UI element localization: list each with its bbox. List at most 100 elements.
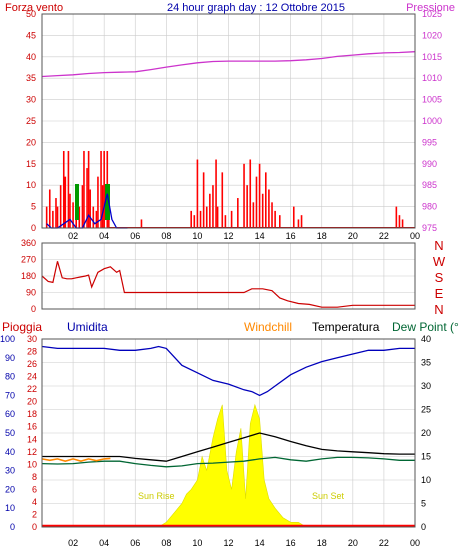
dewpoint-series	[41, 456, 415, 468]
wind-tick-label: 5	[31, 202, 36, 212]
wind-tick-label: 20	[26, 137, 36, 147]
humidity-tick-label: 80	[5, 372, 15, 382]
bottom-plot-frame	[41, 338, 416, 528]
wind-tick-label: 0	[31, 223, 36, 233]
pressure-tick-label: 1005	[422, 95, 442, 105]
wind-tick-label: 40	[26, 52, 36, 62]
direction-ticks: 0 90 180 270 360	[21, 238, 36, 314]
hour-tick-label: 00	[410, 538, 420, 548]
pressure-tick-label: 995	[422, 137, 437, 147]
solar-area	[158, 403, 314, 528]
temperature-line	[42, 432, 415, 462]
green-marker-bar	[75, 184, 79, 220]
humidity-series	[41, 345, 415, 397]
hour-tick-label: 10	[192, 538, 202, 548]
hour-tick-label: 04	[99, 231, 109, 241]
hour-tick-label: 22	[379, 538, 389, 548]
rain-tick-label: 0	[32, 522, 37, 532]
rain-tick-label: 18	[27, 409, 37, 419]
hour-tick-label: 00	[410, 231, 420, 241]
wind-tick-label: 10	[26, 180, 36, 190]
pressure-line	[41, 51, 416, 78]
rain-tick-label: 8	[32, 472, 37, 482]
dewpoint-line	[41, 456, 415, 468]
rain-tick-label: 30	[27, 334, 37, 344]
compass-label: N	[434, 302, 443, 317]
sunrise-annotation: Sun Rise	[138, 491, 175, 501]
rain-tick-label: 6	[32, 484, 37, 494]
direction-gridlines	[42, 242, 415, 310]
windchill-line	[41, 457, 111, 463]
humidity-tick-label: 90	[5, 353, 15, 363]
windchill-series	[41, 457, 111, 463]
wind-direction-panel: 0 90 180 270 360 N W S E N	[21, 238, 446, 317]
direction-tick-label: 0	[31, 304, 36, 314]
humidity-tick-label: 40	[5, 447, 15, 457]
temperature-tick-label: 5	[421, 499, 426, 509]
hour-tick-label: 12	[223, 538, 233, 548]
humidity-ticks: 0 10 20 30 40 50 60 70 80 90 100	[0, 334, 15, 532]
hour-tick-label: 20	[348, 538, 358, 548]
dewpoint-legend: Dew Point (°C	[392, 320, 459, 334]
temperature-legend: Temperatura	[312, 320, 380, 334]
hour-tick-label: 06	[130, 231, 140, 241]
pressure-tick-label: 985	[422, 180, 437, 190]
rain-tick-label: 12	[27, 447, 37, 457]
wind-tick-label: 30	[26, 95, 36, 105]
humidity-tick-label: 0	[10, 522, 15, 532]
wind-tick-label: 25	[26, 116, 36, 126]
rain-tick-label: 28	[27, 347, 37, 357]
pressure-ticks: 975 980 985 990 995 1000 1005 1010 1015 1020 1025	[422, 9, 442, 233]
wind-pressure-panel: Forza vento 24 hour graph day : 12 Ottob…	[5, 2, 455, 241]
direction-tick-label: 270	[21, 255, 36, 265]
humidity-tick-label: 50	[5, 428, 15, 438]
rain-tick-label: 16	[27, 422, 37, 432]
temperature-tick-label: 35	[421, 358, 431, 368]
top-plot-frame	[41, 13, 416, 229]
wind-average-series	[46, 193, 128, 229]
wind-axis-title: Forza vento	[5, 2, 63, 14]
direction-tick-label: 360	[21, 238, 36, 248]
compass-label: W	[433, 254, 446, 269]
humidity-tick-label: 20	[5, 484, 15, 494]
humidity-line	[41, 345, 415, 397]
solar-series	[158, 403, 314, 528]
sunset-annotation: Sun Set	[312, 491, 345, 501]
temperature-tick-label: 15	[421, 452, 431, 462]
hour-tick-label: 08	[161, 231, 171, 241]
temperature-tick-label: 20	[421, 428, 431, 438]
wind-ticks: 0 5 10 15 20 25 30 35 40 45 50	[26, 9, 36, 233]
hour-tick-label: 14	[255, 538, 265, 548]
hour-tick-label: 18	[317, 538, 327, 548]
direction-tick-label: 180	[21, 271, 36, 281]
hour-ticks-top: 02 04 06 08 10 12 14 16 18 20 22 00	[68, 231, 420, 241]
humidity-tick-label: 100	[0, 334, 15, 344]
rain-tick-label: 22	[27, 384, 37, 394]
temperature-tick-label: 30	[421, 381, 431, 391]
hour-tick-label: 14	[255, 231, 265, 241]
mid-plot-frame	[41, 242, 416, 310]
hour-ticks-bottom: 02 04 06 08 10 12 14 16 18 20 22 00	[68, 538, 420, 548]
pressure-series	[41, 51, 416, 78]
rain-tick-label: 2	[32, 509, 37, 519]
hour-tick-label: 12	[223, 231, 233, 241]
pressure-tick-label: 990	[422, 159, 437, 169]
hour-tick-label: 10	[192, 231, 202, 241]
hour-tick-label: 02	[68, 538, 78, 548]
hour-tick-label: 02	[68, 231, 78, 241]
hour-tick-label: 22	[379, 231, 389, 241]
direction-line	[41, 261, 415, 308]
direction-tick-label: 90	[26, 288, 36, 298]
windchill-legend: Windchill	[244, 320, 292, 334]
wind-tick-label: 50	[26, 9, 36, 19]
hour-tick-label: 20	[348, 231, 358, 241]
compass-label: N	[434, 238, 443, 253]
pressure-axis-title: Pressione	[406, 2, 455, 14]
hour-tick-label: 06	[130, 538, 140, 548]
humidity-tick-label: 30	[5, 466, 15, 476]
pressure-tick-label: 980	[422, 202, 437, 212]
wind-average-line	[46, 193, 128, 229]
pressure-tick-label: 1020	[422, 30, 442, 40]
hour-tick-label: 16	[286, 538, 296, 548]
compass-label: S	[435, 270, 444, 285]
